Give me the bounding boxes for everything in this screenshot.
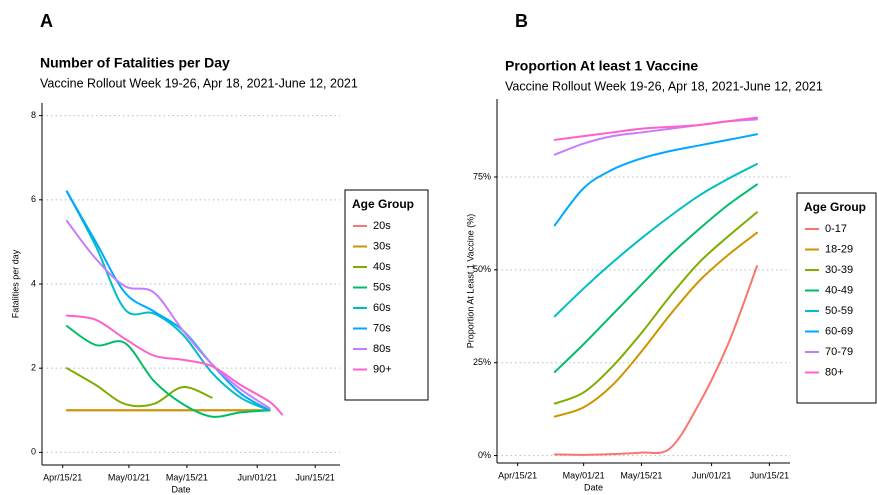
chart-title: Proportion At least 1 Vaccine bbox=[505, 58, 698, 74]
legend-label: 50-59 bbox=[825, 305, 853, 317]
legend-label: 60s bbox=[373, 302, 391, 314]
y-tick-label: 4 bbox=[31, 278, 36, 288]
legend-label: 90+ bbox=[373, 363, 392, 375]
legend-label: 70-79 bbox=[825, 346, 853, 358]
legend-label: 40s bbox=[373, 261, 391, 273]
y-tick-label: 50% bbox=[473, 264, 491, 274]
legend-title: Age Group bbox=[352, 197, 414, 211]
series-line bbox=[553, 265, 758, 456]
y-tick-label: 75% bbox=[473, 171, 491, 181]
legend-label: 30-39 bbox=[825, 264, 853, 276]
y-tick-label: 25% bbox=[473, 357, 491, 367]
series-line bbox=[553, 116, 758, 141]
series-line bbox=[553, 211, 758, 405]
y-tick-label: 8 bbox=[31, 110, 36, 120]
chart-subtitle: Vaccine Rollout Week 19-26, Apr 18, 2021… bbox=[40, 76, 358, 90]
series-line bbox=[553, 231, 758, 418]
x-tick-label: May/15/21 bbox=[620, 470, 662, 480]
series-line bbox=[65, 367, 213, 408]
panel-label: B bbox=[515, 11, 528, 31]
y-tick-label: 0% bbox=[478, 450, 491, 460]
y-axis-label: Proportion At Least 1 Vaccine (%) bbox=[465, 214, 475, 348]
legend-label: 0-17 bbox=[825, 223, 847, 235]
x-axis-label: Date bbox=[584, 482, 603, 492]
series-line bbox=[553, 163, 758, 318]
legend-label: 40-49 bbox=[825, 284, 853, 296]
x-tick-label: Jun/01/21 bbox=[692, 470, 732, 480]
legend-label: 30s bbox=[373, 240, 391, 252]
legend-label: 20s bbox=[373, 220, 391, 232]
legend-title: Age Group bbox=[804, 200, 866, 214]
x-tick-label: May/15/21 bbox=[166, 472, 208, 482]
series-line bbox=[65, 190, 271, 412]
x-tick-label: Jun/15/21 bbox=[750, 470, 790, 480]
series-line bbox=[65, 190, 271, 412]
chart-subtitle: Vaccine Rollout Week 19-26, Apr 18, 2021… bbox=[505, 79, 823, 93]
x-tick-label: Jun/15/21 bbox=[295, 472, 335, 482]
x-tick-label: May/01/21 bbox=[563, 470, 605, 480]
x-tick-label: May/01/21 bbox=[108, 472, 150, 482]
series-line bbox=[553, 118, 758, 156]
series-line bbox=[65, 219, 271, 410]
x-tick-label: Apr/15/21 bbox=[498, 470, 537, 480]
y-tick-label: 2 bbox=[31, 363, 36, 373]
x-tick-label: Apr/15/21 bbox=[43, 472, 82, 482]
y-tick-label: 0 bbox=[31, 447, 36, 457]
y-tick-label: 6 bbox=[31, 194, 36, 204]
legend-label: 80+ bbox=[825, 366, 844, 378]
x-axis-label: Date bbox=[171, 484, 190, 494]
series-line bbox=[65, 314, 284, 416]
legend-label: 80s bbox=[373, 343, 391, 355]
legend-label: 50s bbox=[373, 281, 391, 293]
y-axis-label: Fatalities per day bbox=[10, 249, 20, 318]
legend-label: 18-29 bbox=[825, 243, 853, 255]
series-line bbox=[553, 133, 758, 227]
series-line bbox=[65, 325, 271, 418]
chart-title: Number of Fatalities per Day bbox=[40, 55, 230, 71]
x-tick-label: Jun/01/21 bbox=[237, 472, 277, 482]
legend-label: 60-69 bbox=[825, 325, 853, 337]
panel-label: A bbox=[40, 11, 53, 31]
legend-label: 70s bbox=[373, 322, 391, 334]
series-line bbox=[553, 183, 758, 373]
